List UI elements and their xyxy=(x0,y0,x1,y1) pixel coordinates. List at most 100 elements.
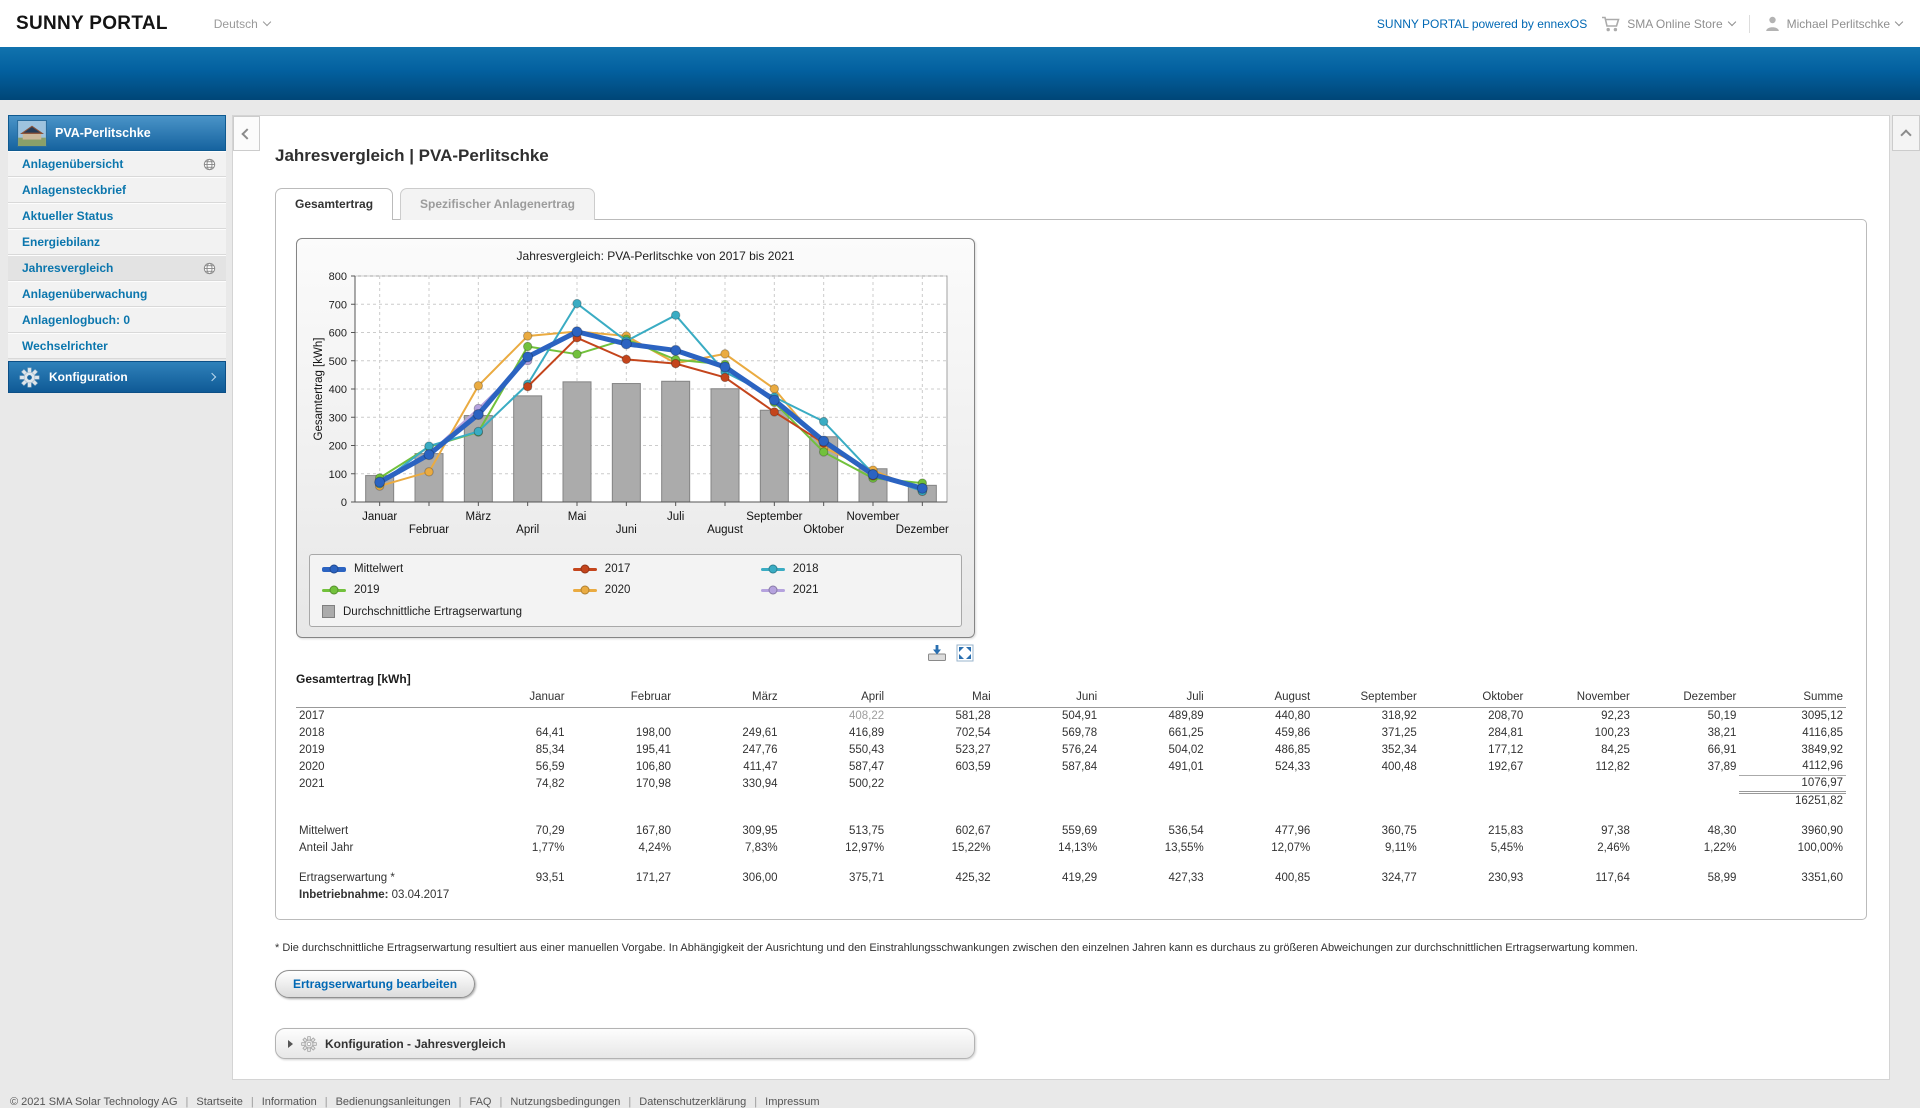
sidebar-item-anlagenueberwachung[interactable]: Anlagenüberwachung xyxy=(8,281,226,307)
table-row: 2017408,22581,28504,91489,89440,80318,92… xyxy=(296,707,1846,724)
user-menu[interactable]: Michael Perlitschke xyxy=(1764,15,1902,32)
chevron-left-icon xyxy=(241,128,252,139)
sidebar-item-anlagensteckbrief[interactable]: Anlagensteckbrief xyxy=(8,177,226,203)
chart-toolbar xyxy=(296,644,975,662)
tab-spezifischer-anlagenertrag[interactable]: Spezifischer Anlagenertrag xyxy=(400,188,595,220)
table-header-row: JanuarFebruarMärzAprilMaiJuniJuliAugustS… xyxy=(296,690,1846,707)
table-row: 201864,41198,00249,61416,89702,54569,786… xyxy=(296,724,1846,741)
legend-item-2018: 2018 xyxy=(761,563,949,575)
legend-item-2017: 2017 xyxy=(573,563,761,575)
sidebar-item-konfiguration[interactable]: Konfiguration xyxy=(8,361,226,393)
main-nav-bar xyxy=(0,47,1920,100)
svg-text:300: 300 xyxy=(329,412,347,424)
svg-text:August: August xyxy=(707,524,744,536)
legend-item-mittelwert: Mittelwert xyxy=(322,563,573,575)
main-panel: Jahresvergleich | PVA-Perlitschke Gesamt… xyxy=(232,115,1890,1080)
store-menu[interactable]: SMA Online Store xyxy=(1601,16,1734,32)
footer-link-information[interactable]: Information xyxy=(262,1096,317,1108)
cart-icon xyxy=(1601,16,1621,32)
legend-item-2021: 2021 xyxy=(761,584,949,596)
top-header: SUNNY PORTAL Deutsch SUNNY PORTAL powere… xyxy=(0,0,1920,47)
footer-separator: | xyxy=(499,1096,502,1108)
tab-gesamtertrag[interactable]: Gesamtertrag xyxy=(275,188,393,220)
footer-separator: | xyxy=(186,1096,189,1108)
header-divider xyxy=(1749,15,1750,33)
footer-link-datenschutzerklaerung[interactable]: Datenschutzerklärung xyxy=(639,1096,746,1108)
globe-icon xyxy=(203,262,216,275)
svg-text:0: 0 xyxy=(341,497,347,509)
legend-item-2019: 2019 xyxy=(322,584,573,596)
svg-text:500: 500 xyxy=(329,356,347,368)
download-chart-icon[interactable] xyxy=(927,644,947,662)
chevron-down-icon xyxy=(1727,18,1735,26)
expander-arrow-icon xyxy=(288,1040,293,1048)
chart-legend: Mittelwert20172018 201920202021 Durchschni… xyxy=(309,554,962,627)
svg-text:Dezember: Dezember xyxy=(896,524,949,536)
footer-separator: | xyxy=(459,1096,462,1108)
chart-container: Jahresvergleich: PVA-Perlitschke von 201… xyxy=(296,238,975,638)
svg-text:Oktober: Oktober xyxy=(803,524,844,536)
scroll-top-button[interactable] xyxy=(1892,115,1920,151)
svg-text:100: 100 xyxy=(329,469,347,481)
chart-plot: 0 100 200 300 400 500 600 700 800 Januar Februar Mä… xyxy=(309,266,964,540)
config-jahresvergleich-panel[interactable]: Konfiguration - Jahresvergleich xyxy=(275,1028,975,1059)
table-title: Gesamtertrag [kWh] xyxy=(296,672,1846,686)
edit-expectation-button[interactable]: Ertragserwartung bearbeiten xyxy=(275,970,475,998)
footer-separator: | xyxy=(325,1096,328,1108)
yearly-comparison-table: JanuarFebruarMärzAprilMaiJuniJuliAugustS… xyxy=(296,690,1846,903)
legend-item-2020: 2020 xyxy=(573,584,761,596)
tab-bar: Gesamtertrag Spezifischer Anlagenertrag xyxy=(275,188,1867,220)
footer-link-nutzungsbedingungen[interactable]: Nutzungsbedingungen xyxy=(510,1096,620,1108)
sidebar-item-anlagenlogbuch-0[interactable]: Anlagenlogbuch: 0 xyxy=(8,307,226,333)
chevron-right-icon xyxy=(208,373,216,381)
footer-link-startseite[interactable]: Startseite xyxy=(196,1096,242,1108)
sidebar-menu: AnlagenübersichtAnlagensteckbriefAktuell… xyxy=(8,151,226,359)
svg-text:200: 200 xyxy=(329,441,347,453)
globe-icon xyxy=(203,158,216,171)
powered-by-link[interactable]: SUNNY PORTAL powered by ennexOS xyxy=(1377,17,1587,31)
svg-text:April: April xyxy=(516,524,539,536)
expand-chart-icon[interactable] xyxy=(955,644,975,662)
page-footer: © 2021 SMA Solar Technology AG|Startseit… xyxy=(10,1096,1920,1108)
table-spacer xyxy=(296,856,1846,869)
sidebar-item-energiebilanz[interactable]: Energiebilanz xyxy=(8,229,226,255)
svg-text:Mai: Mai xyxy=(568,511,587,523)
sidebar-item-aktueller-status[interactable]: Aktueller Status xyxy=(8,203,226,229)
svg-text:400: 400 xyxy=(329,384,347,396)
footer-link-faq[interactable]: FAQ xyxy=(469,1096,491,1108)
footer-link-impressum[interactable]: Impressum xyxy=(765,1096,819,1108)
expectation-footnote: * Die durchschnittliche Ertragserwartung… xyxy=(275,942,1867,954)
footer-link-bedienungsanleitungen[interactable]: Bedienungsanleitungen xyxy=(336,1096,451,1108)
svg-text:Februar: Februar xyxy=(409,524,449,536)
sidebar-item-anlagenuebersicht[interactable]: Anlagenübersicht xyxy=(8,151,226,177)
svg-text:März: März xyxy=(466,511,492,523)
user-icon xyxy=(1764,15,1781,32)
table-row: 16251,82 xyxy=(296,792,1846,809)
table-row: Ertragserwartung *93,51171,27306,00375,7… xyxy=(296,869,1846,886)
chart-title: Jahresvergleich: PVA-Perlitschke von 201… xyxy=(309,247,962,266)
sidebar-plant-header[interactable]: PVA-Perlitschke xyxy=(8,115,226,151)
svg-text:800: 800 xyxy=(329,271,347,283)
svg-text:Januar: Januar xyxy=(362,511,397,523)
tab-panel: Jahresvergleich: PVA-Perlitschke von 201… xyxy=(275,219,1867,920)
table-row: 202056,59106,80411,47587,47603,59587,844… xyxy=(296,758,1846,775)
gear-icon xyxy=(301,1036,317,1052)
legend-item-durchschnittliche-ertragserwartung: Durchschnittliche Ertragserwartung xyxy=(322,605,573,618)
chevron-down-icon xyxy=(1895,18,1903,26)
collapse-sidebar-button[interactable] xyxy=(233,116,260,151)
sidebar: PVA-Perlitschke AnlagenübersichtAnlagens… xyxy=(8,115,226,393)
language-selector[interactable]: Deutsch xyxy=(214,17,270,31)
sidebar-item-jahresvergleich[interactable]: Jahresvergleich xyxy=(8,255,226,281)
table-row: 202174,82170,98330,94500,221076,97 xyxy=(296,775,1846,792)
svg-text:Juli: Juli xyxy=(667,511,684,523)
plant-thumbnail xyxy=(17,120,47,147)
table-spacer xyxy=(296,809,1846,822)
table-row: Anteil Jahr1,77%4,24%7,83%12,97%15,22%14… xyxy=(296,839,1846,856)
svg-text:November: November xyxy=(846,511,899,523)
table-row: 201985,34195,41247,76550,43523,27576,245… xyxy=(296,741,1846,758)
svg-text:700: 700 xyxy=(329,299,347,311)
sidebar-item-wechselrichter[interactable]: Wechselrichter xyxy=(8,333,226,359)
footer-links: | Startseite | Information | Bedienungsanleit… xyxy=(178,1096,820,1108)
svg-text:September: September xyxy=(746,511,802,523)
svg-text:600: 600 xyxy=(329,328,347,340)
